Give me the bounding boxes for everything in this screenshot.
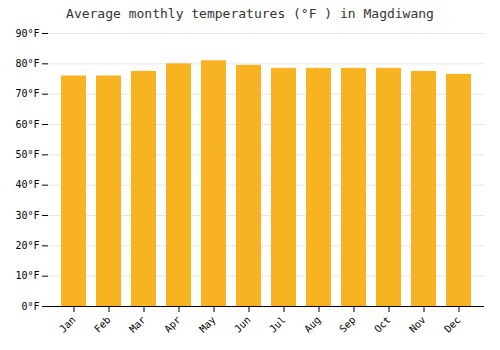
svg-text:90°F: 90°F bbox=[15, 28, 39, 39]
svg-text:80°F: 80°F bbox=[15, 58, 39, 69]
svg-text:Jan: Jan bbox=[57, 314, 78, 335]
svg-text:Nov: Nov bbox=[407, 314, 428, 335]
svg-text:Aug: Aug bbox=[302, 314, 323, 335]
svg-text:Dec: Dec bbox=[442, 314, 463, 335]
svg-text:30°F: 30°F bbox=[15, 210, 39, 221]
svg-text:Oct: Oct bbox=[372, 314, 393, 335]
svg-text:50°F: 50°F bbox=[15, 149, 39, 160]
svg-text:May: May bbox=[197, 314, 218, 335]
svg-text:Jul: Jul bbox=[267, 314, 288, 335]
svg-text:40°F: 40°F bbox=[15, 179, 39, 190]
svg-text:Sep: Sep bbox=[337, 314, 358, 335]
svg-text:70°F: 70°F bbox=[15, 88, 39, 99]
svg-text:0°F: 0°F bbox=[21, 301, 39, 312]
svg-text:10°F: 10°F bbox=[15, 270, 39, 281]
svg-text:Jun: Jun bbox=[232, 314, 253, 335]
svg-text:60°F: 60°F bbox=[15, 119, 39, 130]
svg-text:Feb: Feb bbox=[92, 314, 113, 335]
html-text:Average monthly temperatures (: Average monthly temperatures (°F ) in Ma… bbox=[66, 6, 434, 21]
svg-text:Apr: Apr bbox=[162, 314, 183, 335]
svg-text:20°F: 20°F bbox=[15, 240, 39, 251]
svg-text:Mar: Mar bbox=[127, 314, 148, 335]
